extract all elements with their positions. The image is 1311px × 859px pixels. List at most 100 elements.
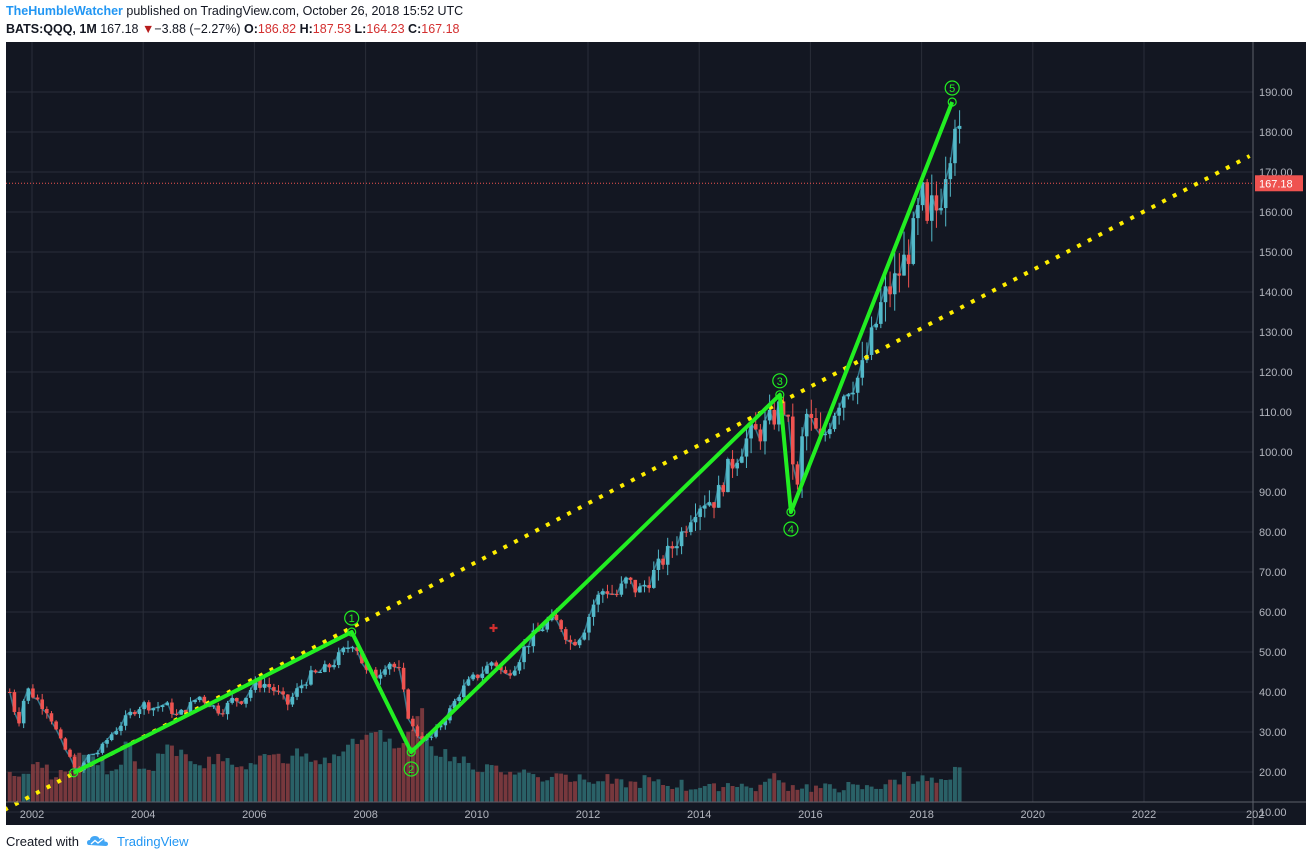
volume-bar — [193, 764, 198, 802]
volume-bar — [860, 789, 865, 802]
volume-bar — [892, 779, 897, 802]
author-link[interactable]: TheHumbleWatcher — [6, 4, 123, 18]
x-tick-label: 2018 — [909, 809, 933, 821]
candle-body — [54, 721, 58, 730]
volume-bar — [735, 787, 740, 802]
candle-body — [471, 674, 475, 680]
x-tick-label: 2014 — [687, 809, 711, 821]
candle-body — [735, 462, 739, 469]
volume-bar — [809, 791, 814, 802]
volume-bar — [795, 789, 800, 802]
candle-body — [49, 713, 54, 722]
volume-bar — [512, 774, 517, 802]
volume-bar — [577, 774, 582, 802]
volume-bar — [902, 771, 906, 802]
y-tick-label: 150.00 — [1259, 247, 1293, 259]
candle-body — [327, 664, 332, 668]
symbol-label[interactable]: BATS:QQQ, 1M — [6, 22, 97, 36]
volume-bar — [188, 761, 193, 802]
tradingview-cloud-icon[interactable] — [86, 833, 112, 849]
candle-body — [68, 749, 72, 757]
volume-bar — [220, 761, 225, 802]
wave-label: 5 — [949, 83, 955, 95]
volume-bar — [869, 786, 874, 802]
volume-bar — [596, 781, 601, 802]
candle-body — [661, 558, 665, 565]
y-tick-label: 70.00 — [1259, 567, 1287, 579]
candle-body — [119, 725, 123, 731]
candle-body — [851, 392, 855, 395]
volume-bar — [498, 772, 503, 802]
x-tick-label: 2012 — [576, 809, 600, 821]
x-tick-label: 2022 — [1132, 809, 1156, 821]
candle-body — [63, 738, 68, 750]
volume-bar — [781, 782, 786, 802]
candle-body — [702, 505, 707, 509]
volume-bar — [841, 790, 846, 802]
candle-body — [346, 648, 350, 650]
volume-bar — [179, 749, 184, 802]
candle-body — [58, 729, 63, 739]
volume-bar — [285, 763, 290, 802]
y-tick-label: 40.00 — [1259, 687, 1287, 699]
volume-bar — [749, 787, 754, 802]
volume-bar — [888, 779, 893, 802]
volume-bar — [438, 756, 443, 802]
candle-body — [707, 502, 712, 506]
volume-bar — [151, 770, 156, 802]
price-chart[interactable]: 1 2 3 4 5 ✚ 10.00 20.00 30.00 40.00 50.00 60.00 70.… — [3, 42, 1306, 825]
volume-bar — [271, 754, 276, 802]
candle-body — [387, 663, 392, 670]
volume-bar — [336, 756, 341, 802]
candle-body — [777, 401, 781, 425]
volume-bar — [415, 716, 420, 802]
volume-bar — [387, 738, 392, 802]
chart-canvas[interactable]: 1 2 3 4 5 ✚ 10.00 20.00 30.00 40.00 50.00 60.00 70.… — [3, 42, 1306, 825]
wave-point-marker — [69, 768, 79, 778]
volume-bar — [535, 777, 540, 802]
candle-body — [290, 696, 295, 705]
candle-body — [146, 702, 151, 711]
volume-bar — [49, 779, 54, 802]
candle-body — [281, 691, 285, 695]
volume-bar — [234, 767, 239, 802]
candle-body — [503, 669, 508, 674]
volume-bar — [466, 762, 471, 802]
candle-body — [341, 648, 346, 653]
candle-body — [888, 286, 892, 295]
candle-body — [624, 577, 628, 584]
volume-bar — [364, 734, 369, 802]
volume-bar — [605, 774, 610, 802]
volume-bar — [313, 760, 318, 802]
volume-bar — [276, 753, 281, 802]
volume-bar — [63, 771, 68, 802]
candle-body — [72, 756, 77, 768]
wave-label: 3 — [777, 376, 783, 388]
candle-body — [499, 666, 503, 670]
candle-body — [151, 708, 156, 711]
volume-bar — [58, 770, 63, 802]
candle-body — [336, 652, 341, 666]
volume-bar — [712, 783, 716, 802]
candle-body — [230, 698, 234, 703]
volume-bar — [355, 743, 360, 802]
y-tick-label: 80.00 — [1259, 527, 1287, 539]
volume-bar — [434, 755, 438, 802]
volume-bar — [420, 708, 425, 802]
candle-body — [253, 679, 258, 690]
volume-bar — [813, 785, 818, 802]
candle-body — [216, 705, 221, 714]
volume-bar — [517, 772, 522, 802]
volume-bar — [568, 781, 573, 802]
candle-body — [323, 664, 327, 673]
candle-body — [397, 667, 401, 669]
volume-bar — [396, 747, 401, 802]
tradingview-brand-link[interactable]: TradingView — [117, 834, 189, 849]
volume-bar — [758, 784, 763, 802]
candle-body — [781, 401, 786, 415]
volume-bar — [716, 791, 721, 802]
candle-body — [239, 701, 244, 704]
volume-bar — [406, 731, 411, 802]
candle-body — [934, 195, 939, 211]
volume-bar — [146, 769, 151, 802]
